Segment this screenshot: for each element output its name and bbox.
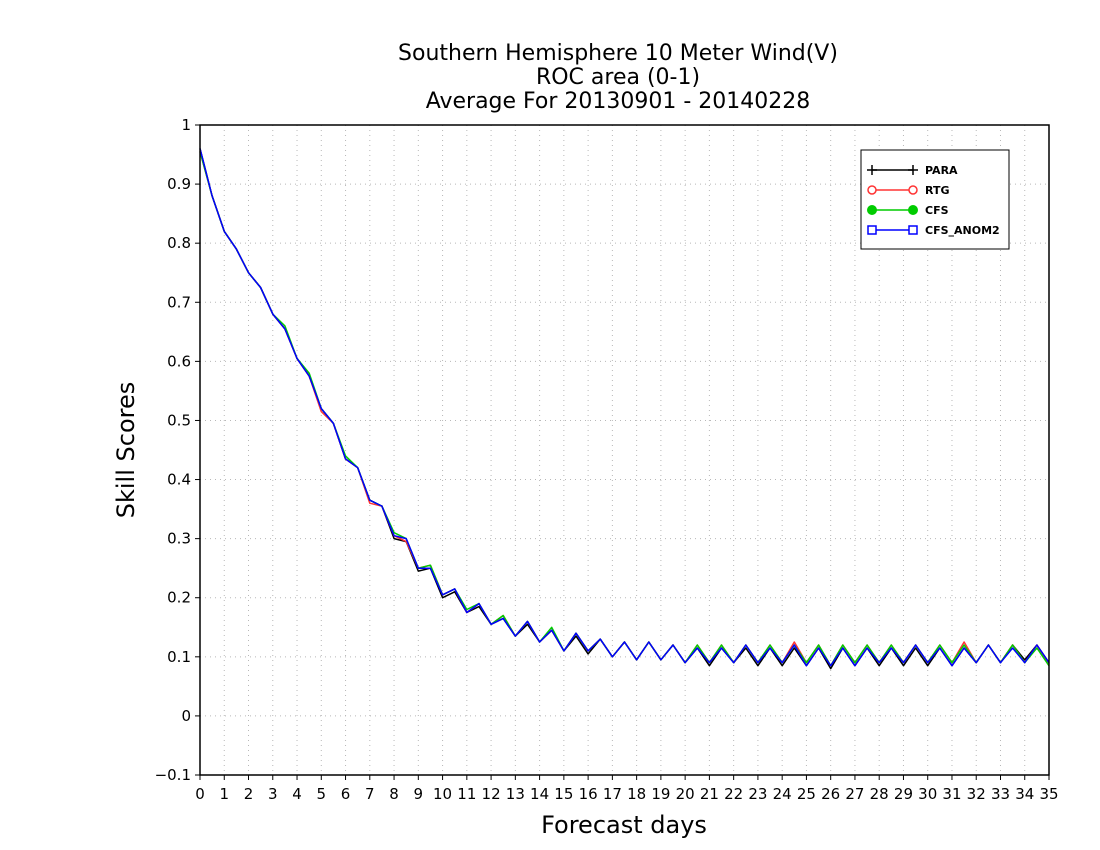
y-tick-label: 0.9 [167, 175, 191, 193]
legend-marker-cfs-anom2 [908, 225, 918, 235]
y-tick-label: 0.2 [167, 589, 191, 607]
y-tick-label: 0.3 [167, 530, 191, 548]
x-tick-label: 18 [627, 785, 646, 803]
x-tick-label: 16 [579, 785, 598, 803]
x-tick-label: 19 [651, 785, 670, 803]
y-axis-title: Skill Scores [112, 382, 140, 519]
x-tick-label: 34 [1015, 785, 1034, 803]
x-tick-label: 25 [797, 785, 816, 803]
legend-marker-para [867, 165, 877, 175]
x-tick-label: 12 [482, 785, 501, 803]
y-tick-label: −0.1 [155, 766, 191, 784]
x-tick-label: 31 [942, 785, 961, 803]
grid [200, 125, 1049, 775]
y-tick-label: 0.8 [167, 234, 191, 252]
x-tick-label: 0 [195, 785, 205, 803]
y-tick-label: 0 [181, 707, 191, 725]
legend-marker-cfs [908, 205, 918, 215]
x-tick-label: 35 [1039, 785, 1058, 803]
legend-marker-para [908, 165, 918, 175]
x-tick-label: 27 [845, 785, 864, 803]
x-tick-label: 4 [292, 785, 302, 803]
x-tick-label: 32 [967, 785, 986, 803]
legend-label-rtg: RTG [925, 184, 950, 197]
x-tick-label: 5 [317, 785, 327, 803]
legend-marker-rtg [908, 185, 918, 195]
x-tick-label: 15 [554, 785, 573, 803]
legend-marker-cfs [867, 205, 877, 215]
x-tick-label: 13 [506, 785, 525, 803]
y-tick-label: 0.7 [167, 293, 191, 311]
x-axis-title: Forecast days [541, 811, 707, 839]
series-line-cfs-anom2 [199, 148, 1050, 667]
x-tick-label: 20 [676, 785, 695, 803]
x-tick-label: 14 [530, 785, 549, 803]
x-tick-label: 29 [894, 785, 913, 803]
x-tick-label: 23 [748, 785, 767, 803]
x-tick-label: 33 [991, 785, 1010, 803]
legend-label-para: PARA [925, 164, 958, 177]
y-tick-label: 0.1 [167, 648, 191, 666]
x-tick-label: 2 [244, 785, 254, 803]
y-tick-label: 0.6 [167, 352, 191, 370]
legend-box [860, 149, 1010, 250]
y-tick-label: 0.5 [167, 411, 191, 429]
x-tick-label: 21 [700, 785, 719, 803]
x-tick-label: 10 [433, 785, 452, 803]
legend: PARA RTG CFS CFS_ANOM2 [860, 149, 1010, 250]
x-tick-label: 24 [773, 785, 792, 803]
y-tick-label: 0.4 [167, 471, 191, 489]
x-tick-label: 28 [870, 785, 889, 803]
legend-marker-rtg [867, 185, 877, 195]
x-tick-label: 9 [414, 785, 424, 803]
legend-label-cfs-anom2: CFS_ANOM2 [925, 224, 1000, 237]
y-tick-label: 1 [181, 116, 191, 134]
x-tick-label: 3 [268, 785, 278, 803]
x-tick-label: 1 [219, 785, 229, 803]
y-axis-ticks: −0.1 0 0.1 0.2 0.3 0.4 0.5 0.6 0.7 0.8 0.9 1 [155, 116, 200, 784]
x-tick-label: 30 [918, 785, 937, 803]
x-tick-label: 22 [724, 785, 743, 803]
legend-label-cfs: CFS [925, 204, 949, 217]
series-lines [199, 148, 1050, 670]
title-line-2: ROC area (0-1) [536, 65, 700, 90]
title-line-1: Southern Hemisphere 10 Meter Wind(V) [398, 41, 838, 66]
legend-marker-cfs-anom2 [867, 225, 877, 235]
x-tick-label: 8 [389, 785, 399, 803]
x-tick-label: 7 [365, 785, 375, 803]
x-tick-label: 6 [341, 785, 351, 803]
x-axis-ticks: 0 1 2 3 4 5 6 7 8 9 10 11 12 13 14 15 16 17 18 19 20 21 22 23 24… [195, 775, 1059, 803]
x-tick-label: 17 [603, 785, 622, 803]
plot-frame [199, 124, 1050, 776]
x-tick-label: 11 [457, 785, 476, 803]
title-line-3: Average For 20130901 - 20140228 [426, 89, 811, 114]
chart-title: Southern Hemisphere 10 Meter Wind(V) ROC… [398, 41, 838, 114]
x-tick-label: 26 [821, 785, 840, 803]
